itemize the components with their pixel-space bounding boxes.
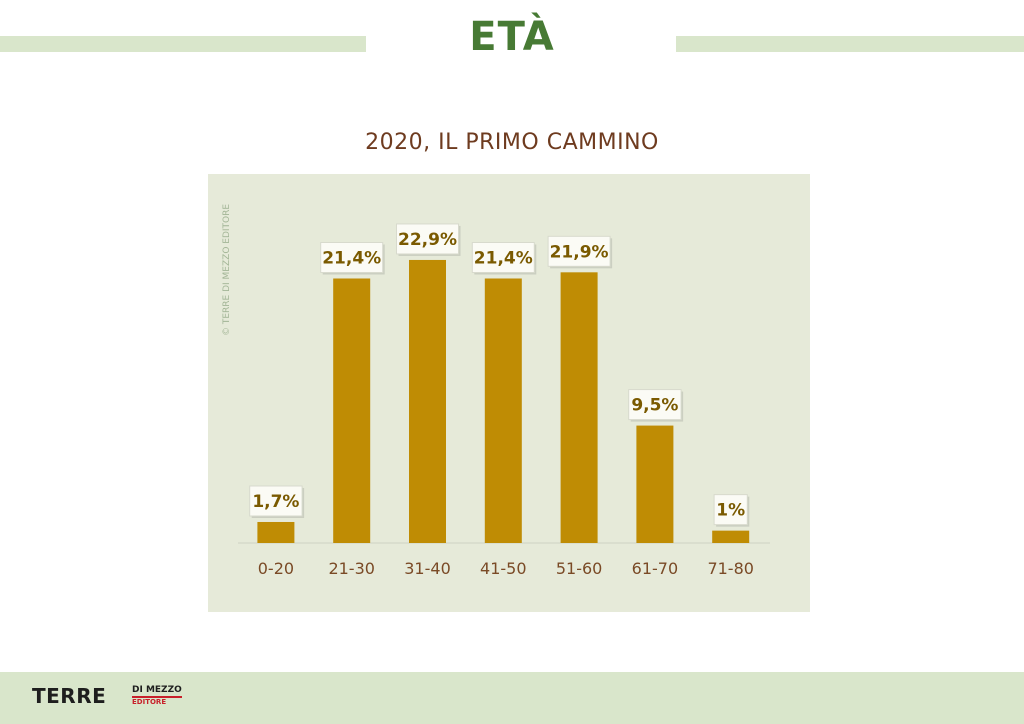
x-tick-label: 41-50	[480, 559, 527, 578]
bar	[712, 530, 750, 543]
logo-sub-text: DI MEZZO	[132, 685, 182, 695]
x-tick-label: 71-80	[707, 559, 754, 578]
data-label: 1,7%	[252, 492, 299, 512]
footer-band	[0, 672, 1024, 724]
data-label-box	[471, 241, 535, 273]
x-tick-label: 31-40	[404, 559, 451, 578]
data-label-box	[249, 485, 303, 517]
logo-editore-text: EDITORE	[132, 698, 167, 706]
header-decoration-right	[676, 36, 1024, 52]
bar	[484, 278, 522, 543]
data-label: 21,4%	[322, 248, 381, 268]
x-tick-label: 51-60	[556, 559, 603, 578]
logo-main-text: TERRE	[32, 684, 107, 708]
x-tick-label: 0-20	[258, 559, 294, 578]
data-label: 9,5%	[631, 396, 678, 416]
bar	[257, 521, 295, 543]
bar	[636, 425, 674, 543]
chart-title: 2020, IL PRIMO CAMMINO	[365, 130, 659, 155]
data-label: 21,9%	[550, 242, 609, 262]
data-label-box	[713, 494, 748, 526]
bar	[333, 278, 371, 543]
header-decoration-left	[0, 36, 366, 52]
bar	[560, 272, 598, 543]
chart-panel: 1,7% 0-20 21,4% 21-30 22,9% 31-40 21,4% 41-50 21…	[208, 174, 810, 612]
bar-chart: 1,7% 0-20 21,4% 21-30 22,9% 31-40 21,4% 41-50 21…	[238, 223, 770, 578]
data-label: 22,9%	[398, 230, 457, 250]
x-tick-label: 21-30	[328, 559, 375, 578]
data-label-box	[628, 389, 682, 421]
x-tick-label: 61-70	[632, 559, 679, 578]
data-label-box	[320, 241, 384, 273]
data-label: 1%	[716, 501, 745, 521]
data-label-box	[396, 223, 459, 255]
data-label: 21,4%	[474, 248, 533, 268]
logo-rule	[132, 696, 182, 698]
bar	[409, 259, 446, 543]
page-title: ETÀ	[469, 14, 555, 60]
data-label-box	[547, 235, 611, 267]
copyright-watermark: © TERRE DI MEZZO EDITORE	[222, 203, 232, 336]
